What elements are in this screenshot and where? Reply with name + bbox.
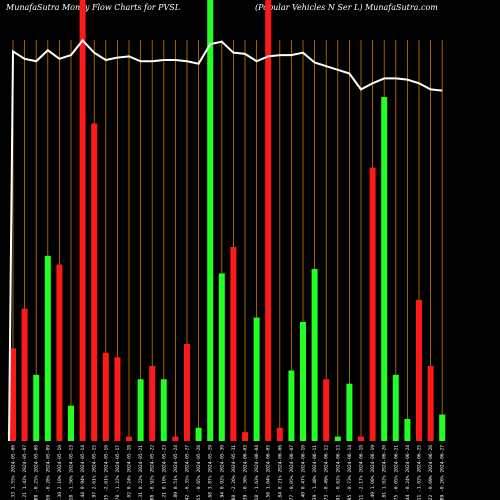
x-tick-label: 132.33 1.55% 2024-05-06: [11, 445, 17, 500]
bar: [369, 167, 376, 441]
x-tick-label: 130.81 1.02% 2024-06-20: [382, 445, 388, 500]
x-tick-label: 134.84 0.21% 2024-06-06: [277, 445, 283, 500]
price-line: [8, 38, 443, 442]
bar: [323, 379, 330, 441]
bar: [102, 352, 109, 441]
bar: [334, 436, 341, 441]
x-tick-label: 133.70 -1.22% 2024-05-17: [115, 445, 121, 500]
bar: [160, 379, 167, 441]
x-tick-label: 135.40 0.47% 2024-06-10: [301, 445, 307, 500]
x-tick-label: 134.18 -1.56% 2024-05-13: [69, 445, 75, 500]
x-tick-label: 135.35 -2.61% 2024-05-16: [103, 445, 109, 500]
x-tick-label: 130.44 -0.24% 2024-06-24: [405, 445, 411, 500]
x-tick-label: 133.08 -0.92% 2024-05-22: [150, 445, 156, 500]
x-tick-label: 134.56 1.04% 2024-06-05: [266, 445, 272, 500]
bar: [68, 405, 74, 441]
x-tick-label: 128.22 -0.69% 2024-06-26: [428, 445, 434, 500]
bar: [404, 418, 411, 441]
x-tick-label: 133.21 0.10% 2024-05-23: [161, 445, 167, 500]
x-tick-label: 133.18 -1.63% 2024-06-04: [254, 445, 260, 500]
x-tick-label: 135.39 -0.30% 2024-06-03: [243, 445, 249, 500]
bar: [79, 0, 86, 441]
x-tick-label: 133.50 -0.28% 2024-05-09: [45, 445, 51, 500]
x-tick-label: 135.80 -2.26% 2024-05-31: [231, 445, 237, 500]
bar: [184, 343, 190, 441]
bar: [439, 414, 446, 441]
bar: [427, 366, 434, 441]
x-tick-label: 128.11 -2.17% 2024-06-18: [359, 445, 365, 500]
x-tick-label: 131.91 -0.62% 2024-06-13: [335, 445, 341, 500]
x-tick-label: 133.89 0.51% 2024-05-24: [173, 445, 179, 500]
x-tick-label: 129.11 -1.02% 2024-06-25: [417, 445, 423, 500]
bar: [242, 432, 248, 441]
bar: [207, 0, 214, 441]
x-tick-label: 134.77 -0.05% 2024-06-07: [289, 445, 295, 500]
x-tick-label: 137.68 3.87% 2024-05-29: [208, 445, 214, 500]
x-tick-label: 134.02 0.24% 2024-05-18: [127, 445, 133, 500]
bar: [172, 436, 179, 441]
x-tick-label: 134.31 0.22% 2024-05-21: [138, 445, 144, 500]
x-tick-label: 138.97 2.61% 2024-05-15: [92, 445, 98, 500]
bar: [33, 374, 40, 441]
x-tick-label: 133.88 -0.25% 2024-05-08: [34, 445, 40, 500]
bar: [358, 436, 364, 441]
x-tick-label: 133.42 -0.35% 2024-05-27: [185, 445, 191, 500]
bar: [416, 299, 422, 441]
x-tick-label: 138.94 0.92% 2024-05-30: [219, 445, 225, 500]
x-tick-label: 130.95 -0.73% 2024-06-14: [347, 445, 353, 500]
x-tick-label: 127.89 -0.26% 2024-06-27: [440, 445, 446, 500]
bar: [114, 357, 121, 441]
x-tick-label: 132.55 -0.65% 2024-05-28: [196, 445, 202, 500]
chart-subtitle: (Popular Vehicles N Ser L) MunafaSutra.c…: [255, 3, 438, 12]
bar: [44, 255, 51, 441]
bar: [56, 264, 63, 441]
x-tick-label: 132.73 -0.49% 2024-06-12: [324, 445, 330, 500]
bar: [195, 427, 202, 441]
chart-title: MunafaSutra Money Flow Charts for PVSL: [6, 3, 181, 12]
x-tick-label: 135.44 0.94% 2024-05-14: [80, 445, 86, 500]
bar: [230, 246, 237, 441]
bar: [276, 427, 283, 441]
x-tick-label: 133.39 -1.48% 2024-06-11: [312, 445, 318, 500]
bar: [149, 366, 156, 441]
x-tick-label: 136.30 2.10% 2024-05-10: [57, 445, 63, 500]
x-tick-label: 134.21 1.42% 2024-05-07: [22, 445, 28, 500]
x-tick-label: 129.49 1.08% 2024-06-19: [370, 445, 376, 500]
bar: [253, 317, 260, 441]
x-tick-label: 130.75 -0.05% 2024-06-21: [393, 445, 399, 500]
bar: [137, 379, 144, 441]
bar: [381, 97, 388, 442]
bar: [218, 273, 225, 441]
bar: [91, 123, 98, 441]
bar: [288, 370, 295, 441]
bar: [392, 374, 399, 441]
bar: [265, 0, 272, 441]
bar: [311, 269, 318, 441]
bar: [10, 348, 16, 441]
bar: [346, 383, 353, 441]
bar: [126, 436, 132, 441]
bar: [300, 321, 306, 441]
bar: [21, 308, 28, 441]
